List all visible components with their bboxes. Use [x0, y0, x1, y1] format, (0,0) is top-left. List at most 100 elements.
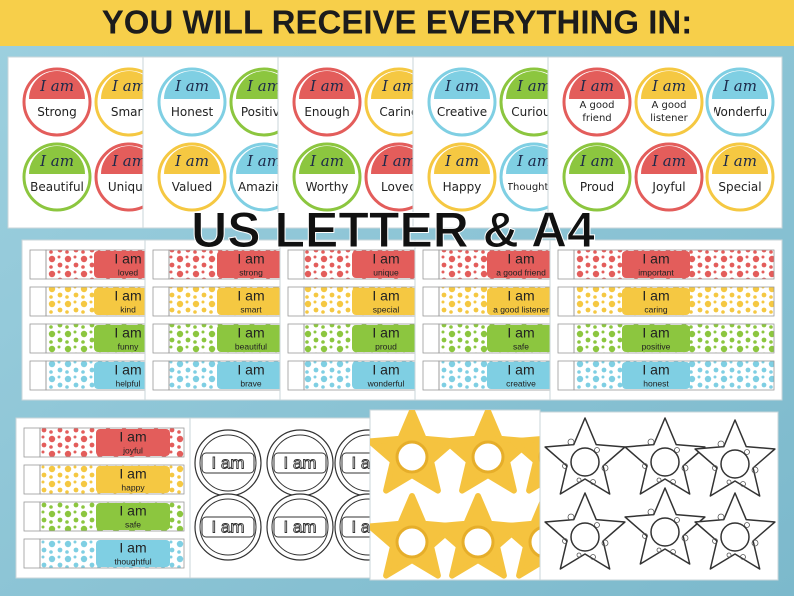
strip-prefix: I am: [237, 325, 264, 341]
strip-word: proud: [375, 341, 397, 351]
badge-prefix: I am: [722, 152, 757, 170]
badge-top: [569, 71, 625, 99]
star-hole: [720, 449, 750, 479]
star-hole: [395, 525, 429, 559]
badge-prefix: I am: [579, 77, 614, 95]
star-dot: [590, 554, 596, 560]
strip-prefix: I am: [119, 466, 146, 482]
strip-word: creative: [506, 378, 536, 388]
outline-prefix: I am: [211, 453, 244, 472]
badge-word-box: Valued: [172, 180, 213, 193]
strip-word: special: [373, 304, 400, 314]
star-dot: [656, 477, 662, 483]
badge-word-box: Strong: [37, 105, 77, 118]
star-dot: [576, 477, 582, 483]
badge-word: Enough: [304, 104, 350, 119]
badge-prefix: I am: [722, 77, 757, 95]
star-hole: [570, 522, 600, 552]
strip-word: safe: [513, 341, 529, 351]
strip-label: [217, 288, 285, 315]
badge-word-box: Smart: [111, 105, 147, 118]
circle-sheet: I am I am I am I am I am I am: [194, 429, 370, 561]
strip-prefix: I am: [372, 288, 399, 304]
badge-prefix: I am: [174, 77, 209, 95]
strip-prefix: I am: [119, 429, 146, 445]
star-dot: [744, 522, 750, 528]
star-dot: [681, 464, 689, 472]
star-hole: [471, 440, 505, 474]
strip-tab: [152, 323, 170, 354]
badge-word-box: A good friend: [580, 100, 615, 124]
strip-prefix: I am: [237, 362, 264, 378]
star-dot: [740, 554, 746, 560]
star-dot: [712, 465, 718, 471]
star-dot: [717, 440, 725, 448]
star-dot: [726, 479, 732, 485]
star-dot: [562, 538, 568, 544]
strip-label: [487, 362, 555, 389]
strip-tab: [152, 249, 170, 280]
outline-inner: [339, 434, 370, 492]
strip-tab: [557, 323, 575, 354]
badge-top: [712, 71, 768, 99]
strip-prefix: I am: [642, 362, 669, 378]
yellow-star: [510, 436, 540, 494]
badge-word: Amazing: [238, 179, 290, 194]
strip-prefix: I am: [119, 503, 146, 519]
badge-top: [434, 71, 490, 99]
strip-word: thoughtful: [114, 556, 151, 566]
badge-word-box: Positive: [241, 105, 287, 118]
strip-word: a good friend: [496, 267, 546, 277]
badge-word-box: Honest: [171, 105, 213, 118]
star-hole: [650, 517, 680, 547]
strip-word: important: [638, 267, 674, 277]
star-hole: [461, 525, 495, 559]
badge-word-box: Joyful: [652, 180, 685, 193]
badge-top: [641, 71, 697, 99]
strip-prefix: I am: [237, 251, 264, 267]
strip-label: [352, 251, 420, 278]
strip-label: [487, 251, 555, 278]
outline-inner: [199, 434, 257, 492]
star-dot: [601, 539, 609, 547]
badge-word-box: Unique: [108, 180, 150, 193]
strip-prefix: I am: [642, 251, 669, 267]
star-dot: [590, 479, 596, 485]
badge-word: Worthy: [305, 179, 349, 194]
strip-word: honest: [643, 378, 669, 388]
strip-word: a good listener: [493, 304, 549, 314]
star-dot: [670, 549, 676, 555]
star-dot: [647, 508, 655, 516]
star-dot: [726, 552, 732, 558]
strip-prefix: I am: [642, 325, 669, 341]
badge-word-box: Beautiful: [31, 180, 83, 193]
star-dot: [576, 552, 582, 558]
strip-tab: [152, 286, 170, 317]
strip-label: [96, 429, 170, 456]
badge-prefix: I am: [381, 77, 416, 95]
star-dot: [594, 447, 600, 453]
badge-prefix: I am: [39, 152, 74, 170]
strip-prefix: I am: [114, 288, 141, 304]
badge-word: Wonderful: [714, 104, 766, 119]
badge-word-box: Curious: [511, 105, 556, 118]
strip-label: [96, 503, 170, 530]
strip-label: [622, 251, 690, 278]
star-dot: [670, 479, 676, 485]
outline-band: [201, 516, 255, 538]
strip-word: loved: [118, 267, 139, 277]
outline-band: [273, 452, 327, 474]
badge-prefix: I am: [309, 77, 344, 95]
badge-prefix: I am: [39, 77, 74, 95]
outline-prefix: I am: [211, 517, 244, 536]
outline-inner: [271, 434, 329, 492]
strip-tab: [152, 360, 170, 391]
badge-word-box: Loved: [381, 180, 417, 193]
star-dot: [601, 464, 609, 472]
strip-label: [352, 325, 420, 352]
strip-prefix: I am: [114, 325, 141, 341]
badge-prefix: I am: [111, 152, 146, 170]
strip-tab: [29, 286, 47, 317]
strip-tab: [23, 538, 41, 569]
badge-prefix: I am: [651, 152, 686, 170]
